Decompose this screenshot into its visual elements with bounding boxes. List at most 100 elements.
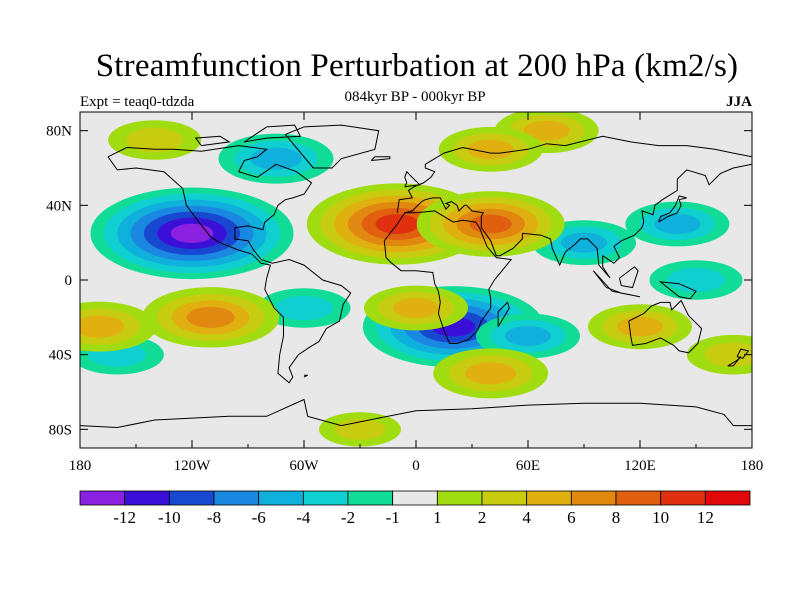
contour-level [250,147,302,170]
anomaly-center [218,133,334,184]
colorbar: -12 -10 -8 -6 -4 -2 -1 1 2 4 6 8 10 12 [79,490,751,527]
colorbar-swatch [704,490,751,506]
colorbar-label: -4 [296,508,311,527]
season-label: JJA [726,94,752,110]
colorbar-swatch [481,490,528,506]
contour-level [704,342,752,367]
map-background [80,112,752,448]
coastline [80,398,752,429]
y-axis: 80N 40N 0 40S 80S [46,124,752,438]
contour-level [469,214,512,234]
anomaly-center [257,288,351,328]
contour-level [170,223,214,243]
anomaly-center [90,187,294,280]
colorbar-label: -1 [386,508,400,527]
colorbar-label: -6 [252,508,266,527]
coastline [736,348,750,359]
colorbar-label: 2 [478,508,487,527]
anomaly-center [433,348,549,399]
anomaly-center [625,201,730,247]
colorbar-swatch [660,490,706,506]
contour-level [616,316,664,337]
colorbar-swatch [168,490,215,506]
colorbar-label: -12 [113,508,136,527]
contour-level [467,139,514,160]
colorbar-swatch [302,490,349,506]
coastline [244,124,302,143]
coastline [194,135,231,147]
contour-level [667,267,725,293]
coastline [284,124,380,169]
coastline [619,266,639,289]
x-tick-label: 0 [412,458,420,474]
contour-level [126,127,184,153]
anomaly-center [108,120,202,160]
colorbar-label: -8 [207,508,221,527]
colorbar-label: 8 [612,508,621,527]
colorbar-label: -2 [341,508,355,527]
colorbar-swatch [124,490,170,506]
coastline [107,145,352,384]
colorbar-label: -10 [158,508,181,527]
y-tick-label: 40S [49,348,72,364]
coastline [404,170,421,188]
y-tick-label: 0 [65,273,73,289]
colorbar-label: 4 [522,508,531,527]
x-tick-label: 180 [741,458,764,474]
anomaly-center [142,287,280,348]
coastline [303,374,308,378]
anomaly-center [649,260,743,300]
contour-level [654,214,701,234]
colorbar-label: 1 [433,508,442,527]
colorbar-swatch [213,490,260,506]
y-tick-label: 80N [46,124,72,140]
coastline [628,299,703,354]
anomaly-field [80,112,752,447]
colorbar-swatch [615,490,662,506]
coastline [592,270,641,298]
contour-level [465,362,517,385]
colorbar-swatch [79,490,126,506]
coastline [383,210,513,344]
anomaly-center [319,412,401,447]
x-tick-label: 60E [516,458,540,474]
anomaly-center [438,126,543,172]
chart-title: Streamfunction Perturbation at 200 hPa (… [95,48,739,84]
y-tick-label: 80S [49,422,72,438]
chart-subtitle: 084kyr BP - 000kyr BP [344,89,486,105]
coastline [658,195,687,223]
anomaly-center [80,301,157,352]
coastlines [80,124,752,429]
colorbar-swatch [526,490,572,506]
y-tick-label: 40N [46,198,72,214]
coastline [404,163,752,279]
x-tick-label: 120E [624,458,656,474]
contour-level [275,295,333,321]
contour-level [392,298,440,318]
colorbar-swatch [436,490,483,506]
x-axis: 180 120W 60W 0 60E 120E 180 [69,112,764,474]
anomaly-center [416,191,565,257]
contour-level [186,306,235,328]
contour-level [504,326,552,346]
contour-level [560,232,608,253]
coastline [497,301,510,327]
contour-level [523,120,570,141]
x-tick-label: 120W [174,458,212,474]
anomaly-center [476,313,580,359]
x-tick-label: 60W [289,458,319,474]
colorbar-label: 6 [567,508,576,527]
colorbar-label: 12 [697,508,714,527]
anomaly-center [588,304,692,350]
colorbar-label: 10 [652,508,669,527]
coastline [727,356,742,367]
contour-level [80,315,125,338]
coastline [370,156,391,161]
coastline [396,135,752,213]
colorbar-swatch [347,490,394,506]
anomaly-center [364,285,468,331]
colorbar-swatch [570,490,617,506]
colorbar-swatch [392,490,438,506]
experiment-label: Expt = teaq0-tdzda [80,94,195,110]
